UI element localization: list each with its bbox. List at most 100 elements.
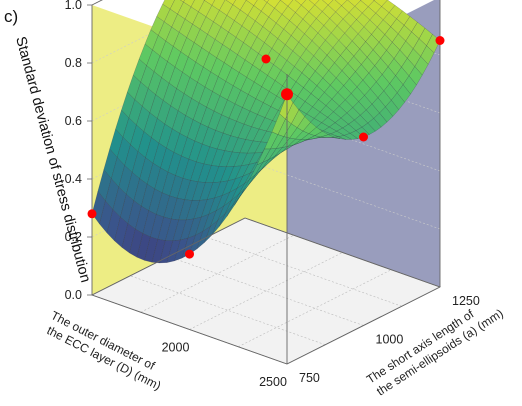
floor-grid-line (206, 236, 402, 307)
surface-patch (267, 64, 282, 81)
surface-patch (335, 5, 350, 20)
surface-patch (222, 117, 237, 137)
surface-patch (405, 31, 420, 50)
surface-patch (402, 75, 417, 95)
surface-patch (279, 93, 294, 120)
z-tick-label: 0.0 (65, 288, 82, 302)
surface-patch (252, 128, 267, 143)
data-point-marker (261, 54, 271, 64)
surface-patch (211, 148, 226, 167)
surface-patch (282, 75, 297, 92)
surface-patch (295, 4, 310, 20)
surface-patch (380, 49, 395, 68)
data-point-marker (359, 132, 368, 142)
surface-patch (111, 157, 125, 188)
surface-patch (344, 25, 359, 42)
data-point-marker (281, 88, 293, 101)
surface-patch (253, 69, 268, 88)
surface-patch (329, 11, 344, 27)
surface-patch (263, 0, 270, 3)
surface-patch (347, 55, 362, 72)
surface-patch (233, 152, 248, 167)
y-tick-label: 750 (299, 371, 320, 385)
surface-patch (250, 36, 265, 54)
surface-patch (342, 123, 357, 134)
tick-labels: 0.0 0.2 0.4 0.6 0.8 1.0 2000 2500 750 1000 1250 (65, 0, 480, 389)
z-tick-label: 0.6 (65, 114, 82, 128)
surface-patch (114, 216, 129, 248)
surface-patch (412, 38, 427, 57)
floor-grid-line (168, 256, 364, 326)
y-tick-label: 1250 (452, 294, 480, 308)
surface-patch (135, 205, 150, 234)
frame-edge (286, 286, 441, 365)
surface-patch (327, 0, 342, 13)
surface-patch (296, 116, 311, 132)
floor-grid-line (140, 234, 294, 313)
surface-patch (359, 0, 362, 1)
surface-patch (256, 26, 271, 43)
surface-patch (211, 0, 226, 11)
surface-patch (384, 26, 399, 43)
surface-patch (289, 12, 304, 28)
surface-patch (294, 57, 309, 74)
surface-patch (385, 99, 400, 117)
floor-grid-line (130, 275, 326, 346)
surface-patch (389, 75, 404, 94)
surface-patch (418, 27, 433, 47)
surface-patch (373, 0, 388, 7)
surface-patch (225, 194, 240, 214)
surface-patch (309, 70, 324, 87)
panel-label: c) (4, 7, 18, 26)
surface-mesh (91, 0, 441, 264)
surface-patch (200, 106, 215, 128)
surface-patch (242, 94, 257, 112)
y-axis-title-line2: the semi-ellipsoids (a) (mm) (374, 306, 506, 398)
z-tick-label: 0.2 (65, 230, 82, 244)
surface-patch (321, 4, 336, 19)
surface-patch (261, 75, 276, 92)
surface-patch (230, 120, 245, 139)
surface-patch (357, 26, 372, 42)
surface-patch (214, 180, 229, 199)
x-tick-label: 2000 (162, 341, 190, 355)
surface-patch (304, 25, 319, 42)
surface-patch (327, 111, 342, 124)
surface-patch (314, 0, 329, 12)
z-tick-label: 1.0 (65, 0, 82, 12)
surface-patch (188, 140, 203, 163)
surface-patch (241, 174, 256, 194)
surface-patch (127, 200, 142, 230)
surface-patch (179, 0, 185, 3)
surface-patch (281, 5, 296, 21)
surface-patch (170, 88, 185, 112)
axis-frame (91, 0, 441, 365)
data-point-marker (185, 249, 194, 259)
surface-patch (324, 84, 339, 100)
surface-patch (328, 122, 344, 132)
surface-patch (264, 131, 279, 150)
z-tick-label: 0.4 (65, 172, 82, 186)
surface-patch (312, 99, 327, 113)
data-markers (87, 36, 445, 259)
back-grid-line (244, 159, 441, 230)
floor-grid-line (238, 269, 392, 348)
data-point-marker (87, 209, 97, 219)
surface-patch (336, 127, 351, 136)
floor-grid-line (189, 252, 343, 330)
surface-patch (396, 10, 411, 26)
frame-edge (244, 217, 441, 288)
surface-patch (341, 63, 356, 80)
surface-patch (258, 42, 273, 60)
y-tick-label: 1000 (376, 333, 404, 347)
surface-patch (271, 113, 286, 135)
surface-patch (332, 39, 347, 56)
surface-patch (163, 8, 178, 28)
surface-patch (300, 0, 316, 13)
surface-patch (297, 87, 312, 102)
surface-patch (182, 56, 197, 78)
surface-patch (277, 28, 292, 46)
surface-patch (338, 32, 353, 49)
surface-patch (103, 148, 118, 180)
